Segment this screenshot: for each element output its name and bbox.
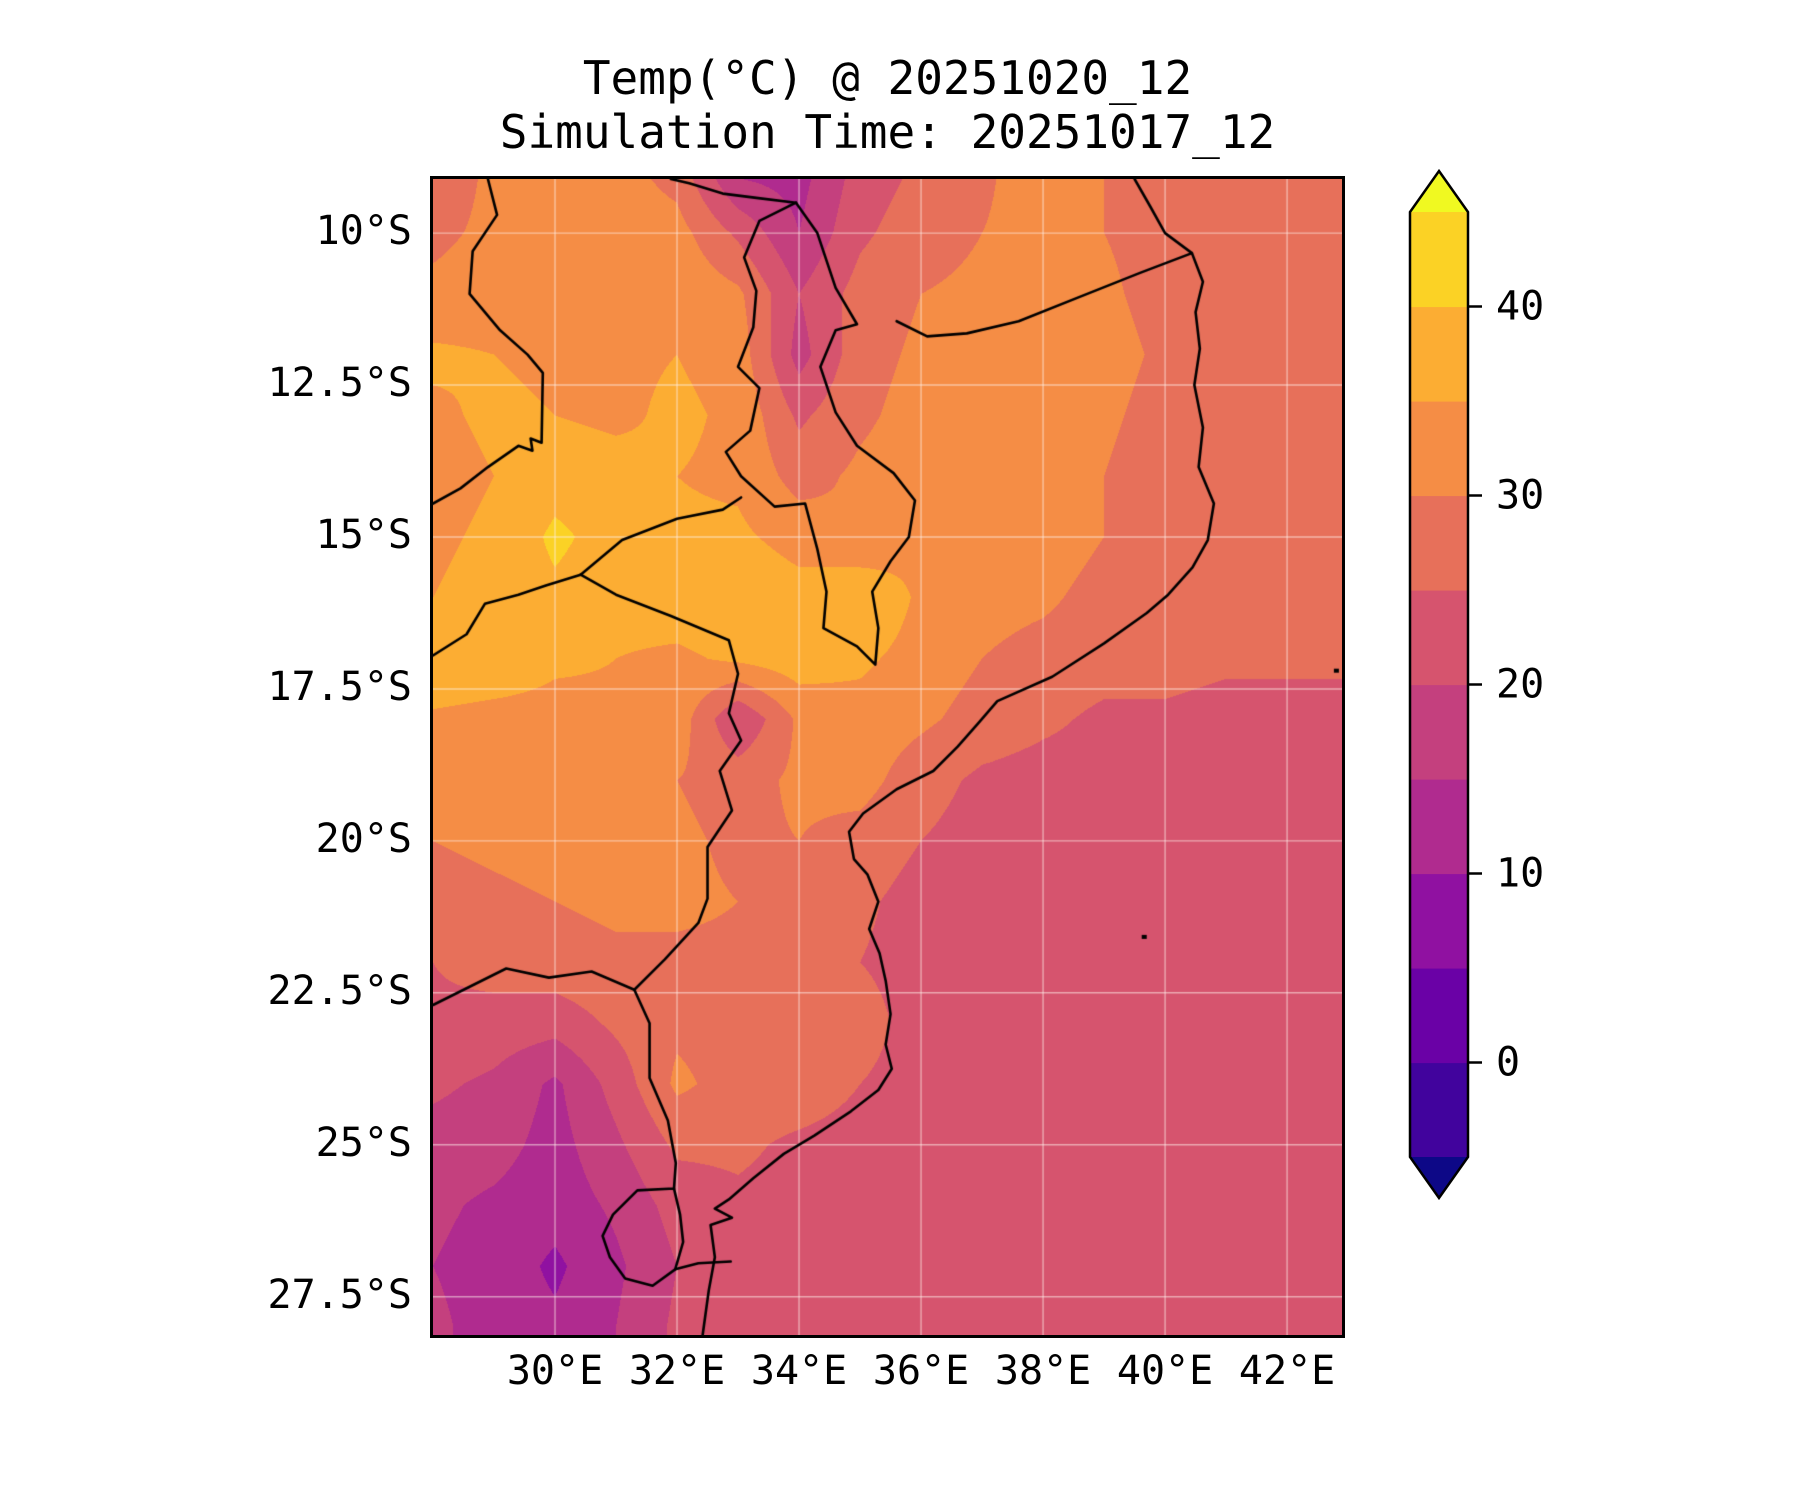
temperature-map-canvas — [433, 179, 1342, 1335]
x-tick-label: 36°E — [872, 1348, 970, 1394]
colorbar-segment — [1410, 1062, 1468, 1158]
x-tick-label: 32°E — [628, 1348, 726, 1394]
y-tick-label: 12.5°S — [267, 360, 413, 407]
colorbar-tick-label: 40 — [1496, 284, 1544, 330]
colorbar-tick-label: 10 — [1496, 851, 1544, 897]
colorbar-extend-min-arrow — [1410, 1157, 1468, 1198]
colorbar-tick-label: 20 — [1496, 662, 1544, 708]
colorbar-segment — [1410, 684, 1468, 780]
figure-title: Temp(°C) @ 20251020_12 — [582, 51, 1193, 105]
y-tick-label: 22.5°S — [267, 967, 413, 1014]
x-tick-label: 34°E — [750, 1348, 848, 1394]
y-tick-label: 25°S — [315, 1119, 412, 1166]
colorbar-segment — [1410, 968, 1468, 1064]
y-tick-label: 10°S — [315, 208, 412, 255]
colorbar-segment — [1410, 590, 1468, 686]
colorbar-tick-label: 30 — [1496, 473, 1544, 519]
colorbar-segment — [1410, 495, 1468, 591]
x-tick-label: 38°E — [994, 1348, 1092, 1394]
colorbar-outline — [1408, 168, 1470, 1201]
y-tick-label: 20°S — [315, 815, 412, 862]
map-plot — [430, 176, 1345, 1338]
x-tick-label: 42°E — [1238, 1348, 1336, 1394]
y-tick-label: 27.5°S — [267, 1271, 413, 1318]
x-tick-label: 40°E — [1116, 1348, 1214, 1394]
colorbar-segment — [1410, 306, 1468, 402]
colorbar-extend-max-arrow — [1410, 171, 1468, 212]
colorbar-segment — [1410, 212, 1468, 308]
colorbar-segment — [1410, 401, 1468, 497]
colorbar-segment — [1410, 779, 1468, 875]
figure-subtitle: Simulation Time: 20251017_12 — [499, 105, 1276, 159]
x-tick-label: 30°E — [506, 1348, 604, 1394]
y-tick-label: 15°S — [315, 511, 412, 558]
y-tick-label: 17.5°S — [267, 663, 413, 710]
colorbar: 40 30 20 10 0 — [1398, 160, 1658, 1250]
colorbar-segment — [1410, 873, 1468, 969]
colorbar-tick-label: 0 — [1496, 1040, 1520, 1086]
colorbar-svg: 40 30 20 10 0 — [1408, 168, 1544, 1201]
